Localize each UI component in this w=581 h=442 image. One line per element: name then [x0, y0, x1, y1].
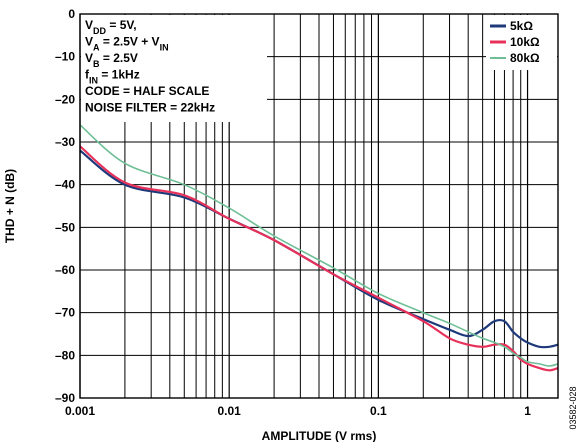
x-axis-title: AMPLITUDE (V rms): [262, 429, 377, 442]
condition-line: VA = 2.5V + VIN: [85, 35, 169, 53]
condition-line: NOISE FILTER = 22kHz: [85, 101, 215, 115]
y-tick-label: –40: [55, 178, 75, 192]
y-tick-label: –80: [55, 348, 75, 362]
y-tick-labels: 0 –10 –20 –30 –40 –50 –60 –70 –80 –90: [55, 7, 75, 405]
condition-text: = 2.5V + V: [100, 35, 160, 49]
condition-text: IN: [89, 76, 98, 86]
condition-text: IN: [160, 43, 169, 53]
condition-text: V: [85, 51, 93, 65]
y-tick-label: –90: [55, 391, 75, 405]
series-line-3: [79, 124, 559, 367]
condition-line: VDD = 5V,: [85, 18, 137, 36]
x-tick-label: 0.1: [370, 404, 387, 418]
figure-id: 03582-028: [568, 386, 578, 429]
condition-line: CODE = HALF SCALE: [85, 84, 209, 98]
x-tick-label: 0.001: [65, 404, 95, 418]
condition-text: = 5V,: [106, 18, 137, 32]
conditions-background: [81, 15, 267, 122]
condition-text: = 1kHz: [98, 68, 140, 82]
plot-frame: [79, 13, 559, 399]
series-line-2: [79, 145, 559, 372]
series-lines: [79, 124, 559, 372]
condition-text: DD: [93, 26, 106, 36]
legend-label: 5kΩ: [510, 19, 533, 33]
x-tick-label: 0.01: [218, 404, 242, 418]
y-tick-label: 0: [68, 7, 75, 21]
y-tick-label: –70: [55, 306, 75, 320]
legend: 5kΩ 10kΩ 80kΩ: [486, 15, 557, 70]
y-tick-label: –30: [55, 135, 75, 149]
condition-text: V: [85, 18, 93, 32]
condition-text: V: [85, 35, 93, 49]
legend-label: 80kΩ: [510, 51, 540, 65]
condition-text: = 2.5V: [100, 51, 138, 65]
y-tick-label: –60: [55, 263, 75, 277]
y-axis-title: THD + N (dB): [3, 169, 17, 243]
y-tick-label: –20: [55, 92, 75, 106]
condition-line: fIN = 1kHz: [85, 68, 140, 86]
condition-text: f: [85, 68, 90, 82]
legend-label: 10kΩ: [510, 35, 540, 49]
y-tick-label: –50: [55, 220, 75, 234]
x-tick-labels: 0.001 0.01 0.1 1: [65, 404, 531, 418]
condition-text: NOISE FILTER = 22kHz: [85, 101, 215, 115]
y-tick-label: –10: [55, 50, 75, 64]
condition-text: A: [93, 43, 100, 53]
condition-line: VB = 2.5V: [85, 51, 138, 69]
x-tick-label: 1: [524, 404, 531, 418]
condition-text: CODE = HALF SCALE: [85, 84, 209, 98]
condition-text: B: [93, 59, 100, 69]
